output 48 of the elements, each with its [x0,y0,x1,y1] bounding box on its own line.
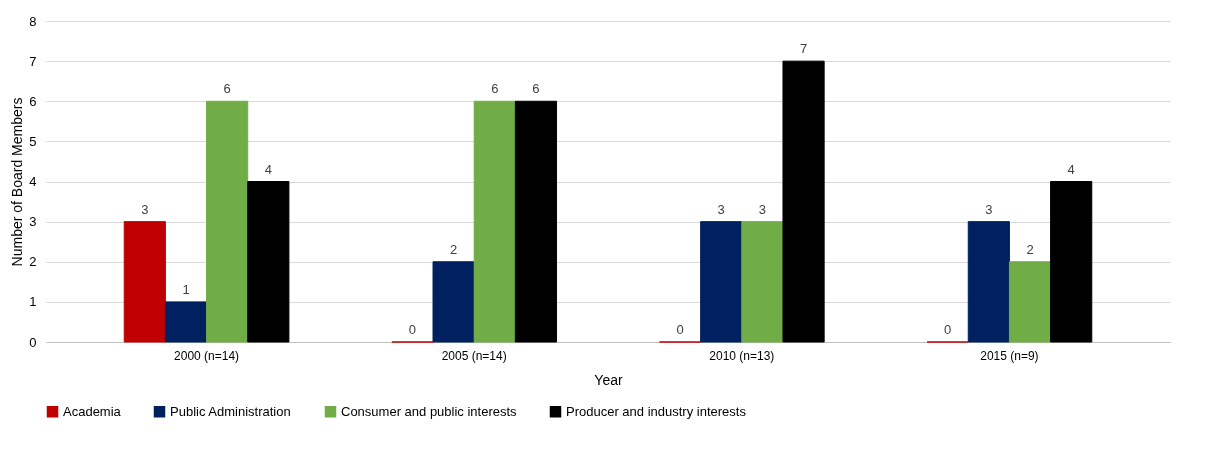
bar [1008,261,1052,343]
x-axis-title: Year [594,371,623,388]
bar [782,60,825,343]
data-label: 3 [758,201,767,217]
y-tick-label: 2 [29,254,37,270]
data-label: 0 [944,322,952,337]
data-label: 4 [1067,161,1075,177]
data-label: 0 [676,322,684,337]
data-label: 2 [449,241,458,257]
bar [473,100,516,343]
legend-label: Consumer and public interests [341,403,518,419]
y-tick-label: 1 [29,294,37,310]
data-label: 3 [717,201,725,217]
bar [700,221,743,343]
data-label: 2 [1026,241,1034,257]
x-tick-label: 2015 (n=9) [980,348,1039,363]
legend-label: Academia [63,403,122,419]
x-tick-label: 2000 (n=14) [174,348,240,363]
data-label: 7 [799,41,808,57]
data-label: 0 [408,322,417,337]
legend-label: Producer and industry interests [566,403,747,419]
data-label: 1 [182,281,190,297]
y-tick-label: 5 [29,133,37,149]
x-tick-label: 2005 (n=14) [441,348,507,363]
y-tick-label: 6 [29,93,37,109]
y-tick-label: 3 [29,214,37,230]
bar [514,100,558,343]
data-label: 4 [264,161,272,177]
y-tick-label: 4 [29,174,37,189]
bar [164,301,208,343]
bar [247,181,290,343]
y-tick-label: 7 [29,53,37,69]
data-label: 3 [141,201,149,217]
bar [206,100,249,343]
bar [432,261,475,343]
y-tick-label: 0 [29,334,37,350]
y-tick-label: 8 [29,13,37,29]
y-axis-title: Number of Board Members [9,97,26,267]
data-label: 6 [491,81,499,97]
bar [123,221,166,343]
x-tick-label: 2010 (n=13) [709,348,775,363]
legend-label: Public Administration [170,403,291,419]
data-label: 3 [985,201,993,217]
bar [1050,181,1093,343]
data-label: 6 [223,81,231,97]
bar [967,221,1010,343]
data-label: 6 [532,81,540,97]
bar [741,221,784,343]
